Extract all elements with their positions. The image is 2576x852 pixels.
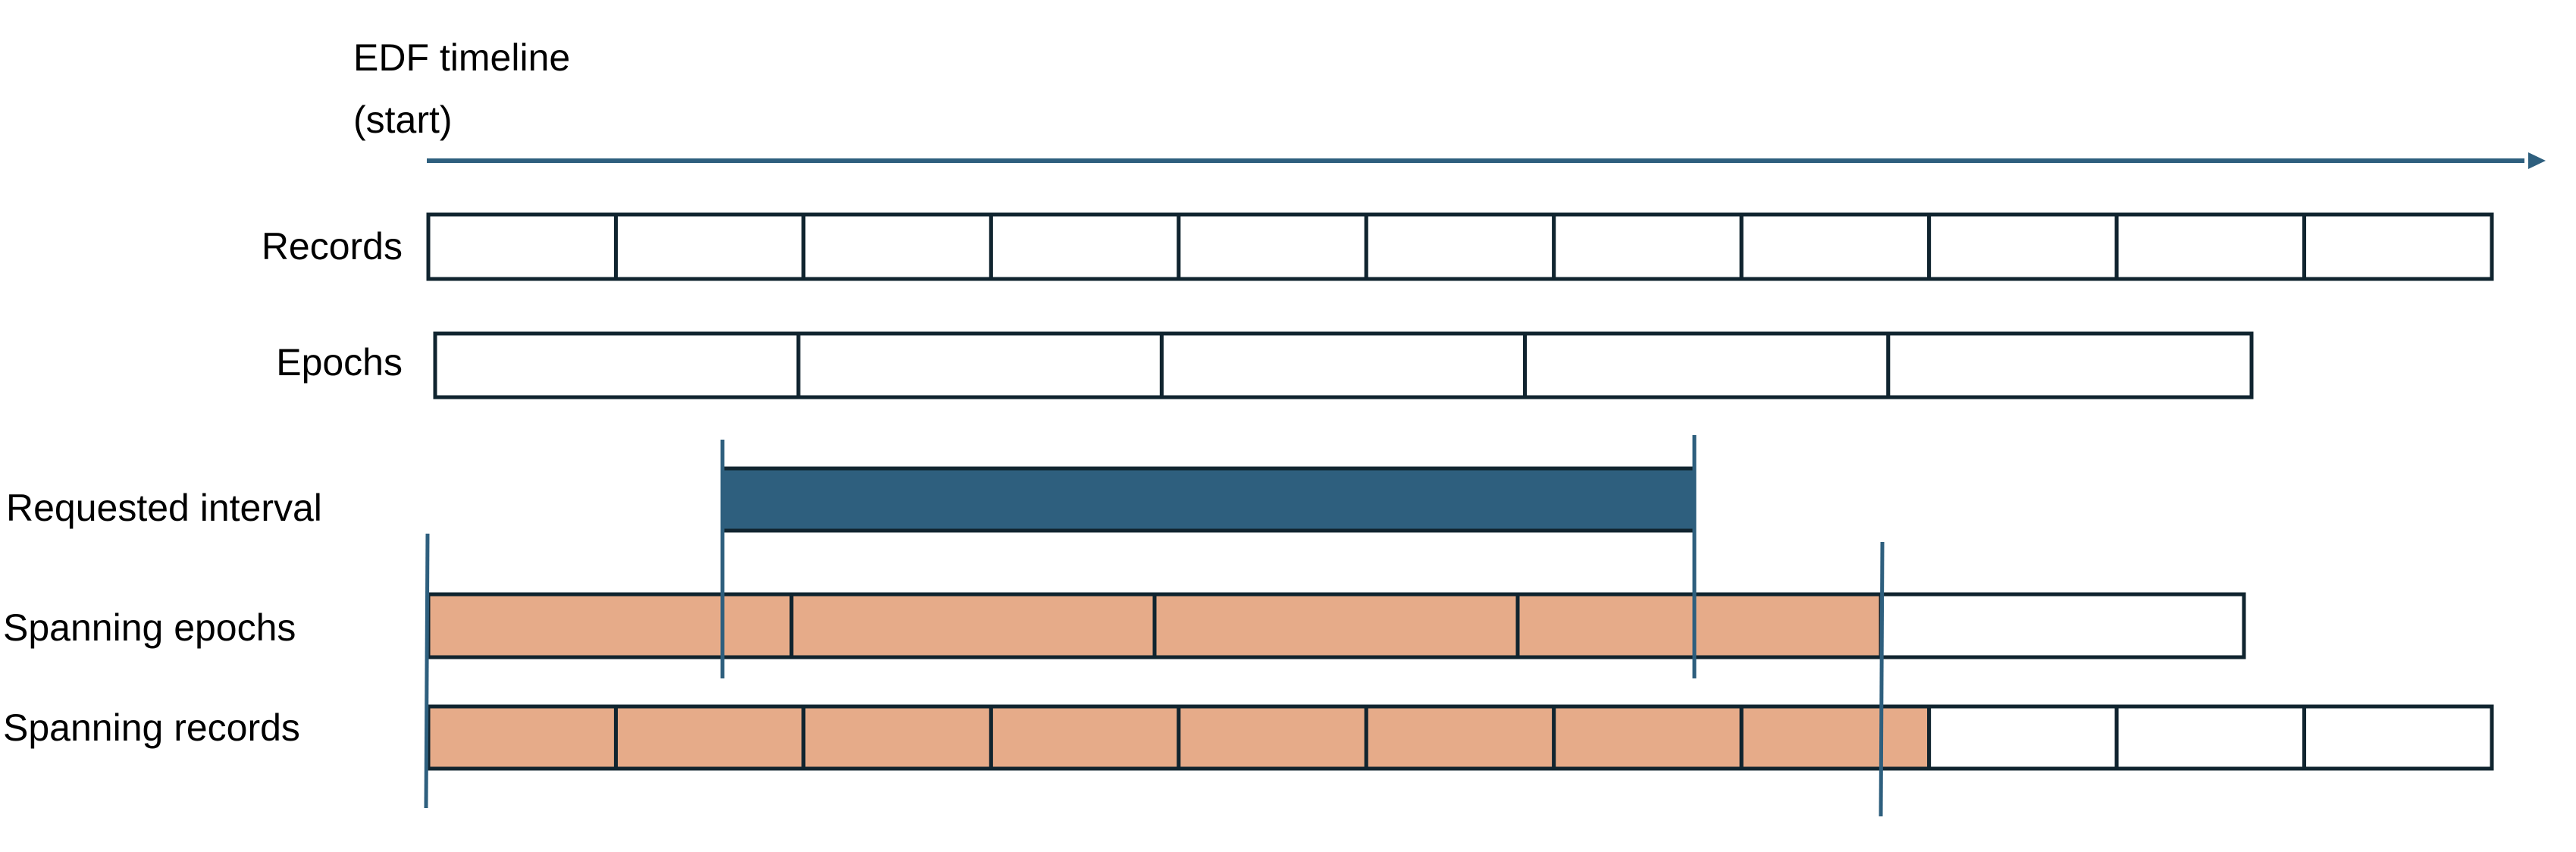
epochs-cell [433, 331, 801, 399]
epochs-cell [796, 331, 1164, 399]
records-cell [1739, 212, 1932, 281]
arrowhead-icon [2528, 152, 2546, 169]
spanning-records-cell [2302, 704, 2494, 771]
spanning-records-cell [613, 704, 806, 771]
spanning-records-cell [2114, 704, 2307, 771]
requested-interval-label: Requested interval [6, 487, 322, 529]
timeline-subtitle: (start) [353, 99, 453, 141]
spanning-records-cell [1177, 704, 1368, 771]
records-cell [426, 212, 618, 281]
spanning-records-cell [426, 704, 618, 771]
records-cell [2114, 212, 2307, 281]
spanning-records-cell [801, 704, 993, 771]
spanning-epochs-label: Spanning epochs [3, 606, 296, 649]
epochs-cell [1886, 331, 2254, 399]
records-cell [1177, 212, 1368, 281]
spanning-epochs-cell [1152, 592, 1520, 659]
epochs-cell [1159, 331, 1528, 399]
span-end-marker [1879, 541, 1885, 817]
records-cell [1552, 212, 1744, 281]
span-start-marker [424, 533, 430, 809]
spanning-records-cell [1364, 704, 1556, 771]
records-cell [801, 212, 993, 281]
spanning-epochs-cell [1515, 592, 1883, 659]
timeline-title: EDF timeline [353, 36, 571, 79]
records-cell [1927, 212, 2119, 281]
records-cell [1364, 212, 1556, 281]
spanning-records-cell [1927, 704, 2119, 771]
spanning-epochs-cell [1879, 592, 2246, 659]
records-cell [613, 212, 806, 281]
spanning-records-cell [989, 704, 1181, 771]
spanning-records-cell [1739, 704, 1932, 771]
spanning-records-label: Spanning records [3, 706, 300, 749]
spanning-records-cell [1552, 704, 1744, 771]
spanning-epochs-cell [426, 592, 794, 659]
epochs-label: Epochs [276, 341, 403, 384]
epochs-cell [1523, 331, 1891, 399]
records-label: Records [261, 225, 403, 268]
records-cell [989, 212, 1181, 281]
records-cell [2302, 212, 2494, 281]
requested-interval-bar [720, 466, 1697, 533]
spanning-epochs-cell [789, 592, 1157, 659]
